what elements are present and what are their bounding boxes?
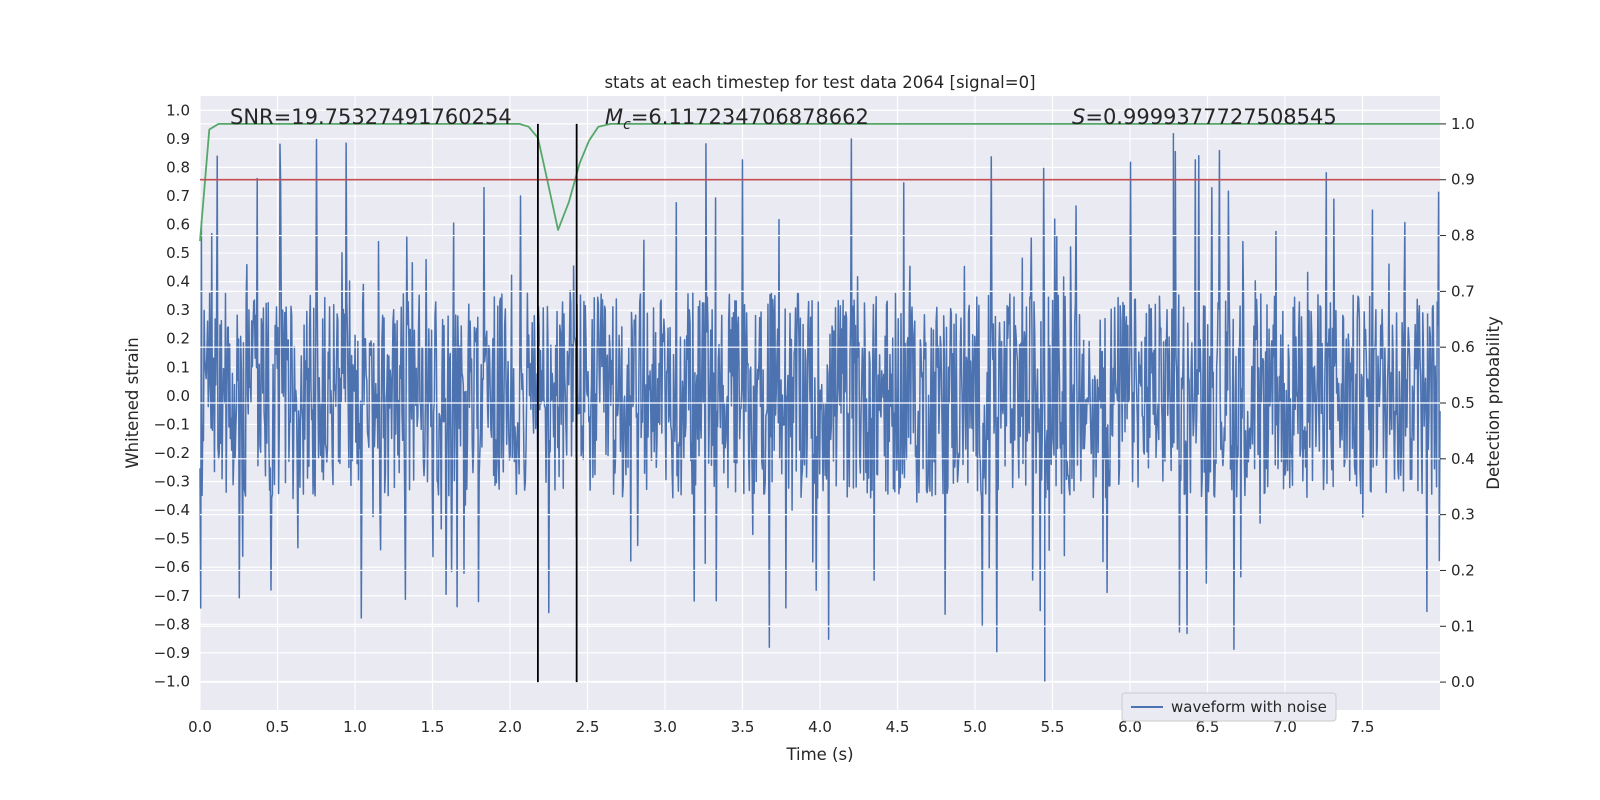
x-tick-label: 5.5 [1041, 718, 1065, 736]
y2-tick-label: 0.2 [1451, 561, 1475, 579]
y-tick-label: 0.1 [166, 358, 190, 376]
y2-tick-label: 0.0 [1451, 673, 1475, 691]
x-tick-label: 0.5 [266, 718, 290, 736]
x-tick-label: 6.0 [1118, 718, 1142, 736]
y-axis-ticks: −1.0 −0.9 −0.8 −0.7 −0.6 −0.5 −0.4 −0.3 −0.2 −0.1… [154, 101, 190, 690]
y2-tick-label: 1.0 [1451, 115, 1475, 133]
y-tick-label: 0.2 [166, 330, 190, 348]
x-tick-label: 0.0 [188, 718, 212, 736]
chirp-mass-annotation: Mc=6.117234706878662 [605, 105, 869, 133]
y-tick-label: −0.1 [154, 415, 190, 433]
s-statistic-symbol: S [1072, 105, 1085, 129]
y2-tick-label: 0.5 [1451, 394, 1475, 412]
chirp-mass-subscript: c [623, 117, 631, 133]
legend: waveform with noise [1121, 692, 1337, 722]
y-tick-label: 0.7 [166, 187, 190, 205]
y-tick-label: 0.4 [166, 273, 190, 291]
y-tick-label: 0.9 [166, 130, 190, 148]
chirp-mass-symbol: M [605, 105, 623, 129]
s-statistic-value: =0.9999377727508545 [1085, 105, 1336, 129]
y2-tick-label: 0.7 [1451, 282, 1475, 300]
y2-axis-label: Detection probability [1484, 316, 1503, 490]
x-tick-label: 2.5 [576, 718, 600, 736]
legend-label: waveform with noise [1171, 698, 1327, 716]
y-tick-label: −0.6 [154, 558, 190, 576]
y-tick-label: 0.8 [166, 158, 190, 176]
probability-series [199, 123, 1440, 242]
y-tick-label: −1.0 [154, 672, 190, 690]
y-axis-label: Whitened strain [123, 337, 142, 468]
y-tick-label: −0.8 [154, 615, 190, 633]
x-tick-label: 2.0 [498, 718, 522, 736]
chirp-mass-value: =6.117234706878662 [631, 105, 869, 129]
y-tick-label: −0.9 [154, 644, 190, 662]
y-tick-label: −0.5 [154, 530, 190, 548]
x-tick-label: 4.0 [808, 718, 832, 736]
x-tick-label: 5.0 [963, 718, 987, 736]
y-tick-label: 0.3 [166, 301, 190, 319]
x-axis-label: Time (s) [785, 745, 853, 764]
x-axis-ticks: 0.0 0.5 1.0 1.5 2.0 2.5 3.0 3.5 4.0 4.5 5.0 5.5 6.0 6… [188, 718, 1374, 736]
y2-tick-label: 0.9 [1451, 171, 1475, 189]
x-tick-label: 1.5 [421, 718, 445, 736]
y2-tick-label: 0.6 [1451, 338, 1475, 356]
y2-axis-ticks: 0.0 0.1 0.2 0.3 0.4 0.5 0.6 0.7 0.8 0.9 1.0 [1440, 115, 1475, 691]
y2-tick-label: 0.3 [1451, 506, 1475, 524]
x-tick-label: 7.5 [1351, 718, 1375, 736]
y-tick-label: 0.6 [166, 216, 190, 234]
chart-title: stats at each timestep for test data 206… [604, 73, 1035, 92]
s-statistic-annotation: S=0.9999377727508545 [1072, 105, 1337, 129]
x-tick-label: 6.5 [1196, 718, 1220, 736]
y-tick-label: −0.3 [154, 473, 190, 491]
x-tick-label: 3.0 [653, 718, 677, 736]
x-tick-label: 3.5 [731, 718, 755, 736]
y-tick-label: 0.0 [166, 387, 190, 405]
probability-line [199, 123, 1440, 242]
y-tick-label: 0.5 [166, 244, 190, 262]
detection-window-lines [537, 123, 578, 683]
waveform-series [199, 133, 1441, 682]
y-tick-label: −0.7 [154, 587, 190, 605]
y-tick-label: −0.4 [154, 501, 190, 519]
x-tick-label: 4.5 [886, 718, 910, 736]
y2-tick-label: 0.1 [1451, 617, 1475, 635]
legend-box [1121, 692, 1337, 722]
x-tick-label: 1.0 [343, 718, 367, 736]
y-tick-label: 1.0 [166, 101, 190, 119]
x-tick-label: 7.0 [1273, 718, 1297, 736]
y-tick-label: −0.2 [154, 444, 190, 462]
waveform-line [199, 133, 1441, 682]
y2-tick-label: 0.4 [1451, 450, 1475, 468]
snr-annotation: SNR=19.75327491760254 [230, 105, 512, 129]
y2-tick-label: 0.8 [1451, 227, 1475, 245]
